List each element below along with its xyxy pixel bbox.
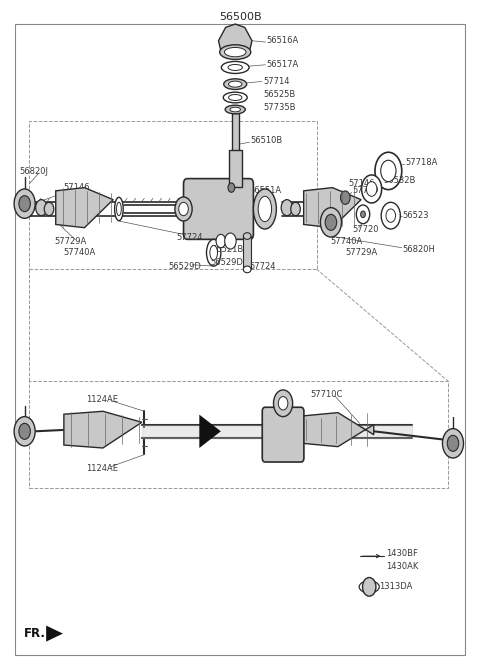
Ellipse shape	[225, 105, 245, 114]
Ellipse shape	[210, 246, 217, 260]
Text: 57146: 57146	[63, 183, 89, 192]
Circle shape	[366, 181, 377, 196]
Ellipse shape	[225, 47, 246, 57]
Text: 57740A: 57740A	[330, 237, 362, 246]
Circle shape	[443, 429, 464, 458]
Circle shape	[356, 205, 370, 223]
Text: 57729A: 57729A	[345, 248, 378, 257]
Circle shape	[274, 390, 293, 417]
Polygon shape	[218, 24, 252, 51]
Text: 1124AE: 1124AE	[86, 464, 118, 472]
Circle shape	[321, 207, 341, 237]
Text: 56521B: 56521B	[211, 245, 243, 254]
Text: 56517A: 56517A	[266, 60, 299, 70]
Circle shape	[381, 202, 400, 229]
Text: 56532B: 56532B	[384, 177, 416, 185]
Ellipse shape	[221, 62, 249, 74]
Circle shape	[381, 161, 396, 181]
Circle shape	[175, 197, 192, 221]
Text: 57735B: 57735B	[263, 103, 296, 112]
Bar	[228, 150, 242, 187]
Ellipse shape	[258, 196, 272, 221]
Bar	[243, 236, 251, 270]
Circle shape	[362, 577, 376, 596]
Ellipse shape	[220, 45, 251, 60]
Circle shape	[14, 189, 35, 218]
Polygon shape	[304, 187, 361, 227]
Ellipse shape	[224, 79, 247, 90]
Text: FR.: FR.	[24, 627, 46, 640]
Ellipse shape	[117, 202, 121, 215]
Ellipse shape	[228, 94, 242, 100]
Text: 1313DA: 1313DA	[379, 582, 412, 591]
Text: 56523: 56523	[403, 211, 429, 220]
Text: 1124AE: 1124AE	[86, 395, 118, 404]
Ellipse shape	[223, 92, 247, 103]
Text: 1430BF: 1430BF	[386, 549, 418, 558]
Circle shape	[447, 436, 459, 452]
Text: 56820J: 56820J	[19, 167, 48, 176]
Ellipse shape	[228, 64, 242, 70]
Bar	[232, 113, 239, 171]
Circle shape	[281, 199, 293, 215]
Ellipse shape	[243, 266, 251, 273]
Polygon shape	[199, 415, 221, 448]
Circle shape	[36, 199, 47, 215]
Ellipse shape	[230, 107, 240, 112]
Text: 57720: 57720	[352, 225, 379, 233]
Circle shape	[386, 209, 396, 222]
Circle shape	[216, 234, 226, 248]
Text: 56529D: 56529D	[168, 262, 201, 270]
Polygon shape	[64, 411, 142, 448]
Text: 56516A: 56516A	[266, 36, 299, 45]
Text: 57146: 57146	[348, 179, 375, 188]
Circle shape	[179, 202, 188, 215]
Text: 57740A: 57740A	[63, 248, 95, 257]
Text: 57724: 57724	[250, 262, 276, 270]
Circle shape	[291, 202, 300, 215]
Ellipse shape	[228, 81, 242, 87]
Ellipse shape	[115, 197, 123, 221]
Circle shape	[375, 153, 402, 189]
Circle shape	[340, 191, 350, 204]
Ellipse shape	[243, 233, 251, 240]
FancyBboxPatch shape	[262, 407, 304, 462]
Circle shape	[225, 233, 236, 249]
Text: 57724: 57724	[177, 233, 204, 242]
Text: 57718A: 57718A	[405, 159, 437, 167]
Polygon shape	[46, 626, 63, 642]
Circle shape	[44, 202, 54, 215]
Text: 56529D: 56529D	[210, 258, 243, 267]
Text: 57714: 57714	[263, 77, 289, 86]
Text: 56551A: 56551A	[250, 186, 282, 195]
Circle shape	[278, 397, 288, 410]
Text: 57729A: 57729A	[54, 237, 86, 246]
Circle shape	[360, 211, 365, 217]
Ellipse shape	[206, 240, 221, 266]
Text: 57710C: 57710C	[311, 390, 343, 399]
Text: 57719: 57719	[352, 187, 379, 195]
Circle shape	[325, 214, 336, 230]
Text: 1430AK: 1430AK	[386, 563, 419, 571]
Polygon shape	[56, 187, 113, 227]
Text: 56500B: 56500B	[219, 13, 261, 22]
Polygon shape	[302, 413, 374, 447]
FancyBboxPatch shape	[183, 179, 253, 240]
Circle shape	[14, 417, 35, 446]
Circle shape	[19, 195, 30, 211]
Text: 56820H: 56820H	[403, 245, 436, 254]
Text: 56510B: 56510B	[251, 136, 283, 145]
Text: 56525B: 56525B	[263, 90, 295, 99]
Circle shape	[228, 183, 235, 192]
Circle shape	[361, 175, 382, 203]
Ellipse shape	[253, 189, 276, 229]
Circle shape	[19, 423, 30, 440]
